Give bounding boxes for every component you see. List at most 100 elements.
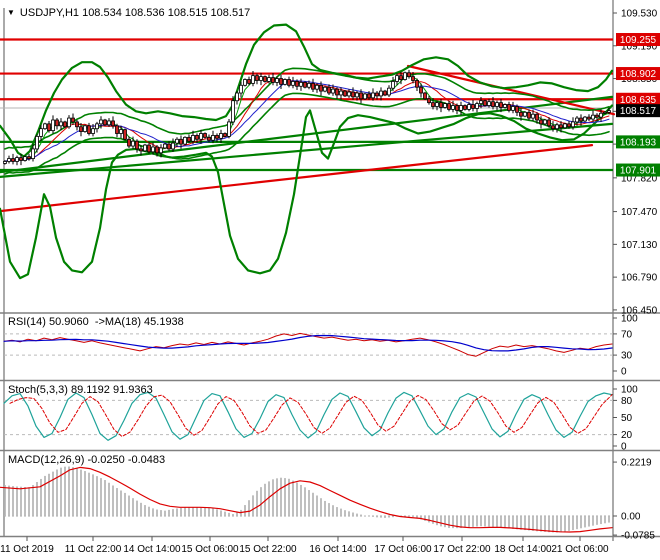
- candle-body: [115, 125, 119, 134]
- candle-body: [163, 143, 167, 149]
- candle-body: [447, 103, 451, 110]
- price-scale-area[interactable]: [613, 0, 660, 536]
- candle-body: [299, 82, 303, 87]
- candle-body: [407, 72, 411, 78]
- candle-body: [267, 77, 271, 82]
- candle-body: [327, 86, 331, 94]
- candle-body: [259, 76, 263, 81]
- candle-body: [131, 140, 135, 147]
- time-axis-label: 18 Oct 14:00: [494, 544, 552, 555]
- price-badge-label: 108.902: [620, 69, 657, 80]
- price-axis-tick-label: 106.450: [621, 305, 658, 316]
- candle-body: [167, 143, 171, 150]
- macd-indicator-label: MACD(12,26,9) -0.0250 -0.0483: [8, 454, 166, 466]
- candle-body: [439, 102, 443, 108]
- rsi-axis-label: 30: [621, 351, 633, 362]
- time-scale-area[interactable]: [0, 537, 613, 560]
- price-badge-label: 108.517: [620, 106, 657, 117]
- chart-title-text: USDJPY,H1 108.534 108.536 108.515 108.51…: [19, 7, 251, 19]
- candle-body: [471, 104, 475, 109]
- candle-body: [91, 128, 95, 134]
- candle-body: [255, 75, 259, 81]
- candle-body: [491, 101, 495, 107]
- candle-body: [563, 123, 567, 129]
- candle-body: [311, 82, 315, 90]
- time-axis-label: 15 Oct 06:00: [181, 544, 239, 555]
- price-axis-tick-label: 106.790: [621, 273, 658, 284]
- candle-body: [155, 146, 159, 154]
- candle-body: [19, 157, 23, 161]
- candle-body: [63, 121, 67, 128]
- candle-body: [535, 113, 539, 121]
- stoch-axis-label: 20: [621, 430, 633, 441]
- candle-body: [75, 121, 79, 128]
- candle-body: [171, 142, 175, 150]
- candle-body: [103, 119, 107, 126]
- candle-body: [235, 92, 239, 102]
- candle-body: [227, 121, 231, 137]
- candle-body: [207, 136, 211, 141]
- candle-body: [419, 86, 423, 94]
- rsi-indicator-label: RSI(14) 50.9060 ->MA(18) 45.1938: [8, 316, 184, 328]
- candle-body: [247, 79, 251, 84]
- candle-body: [603, 111, 607, 114]
- price-badge-label: 107.901: [620, 166, 657, 177]
- candle-body: [159, 147, 163, 154]
- candle-body: [147, 144, 151, 153]
- candle-body: [571, 121, 575, 128]
- candle-body: [79, 126, 83, 132]
- price-badge-label: 109.255: [620, 35, 657, 46]
- candle-body: [143, 144, 147, 152]
- candle-body: [111, 120, 115, 127]
- candle-body: [99, 119, 103, 125]
- candle-body: [11, 158, 15, 162]
- upper-band: [0, 23, 614, 158]
- candle-body: [479, 100, 483, 105]
- macd-axis-label: -0.0785: [621, 531, 655, 542]
- time-axis-label: 16 Oct 14:00: [309, 544, 367, 555]
- candle-body: [383, 90, 387, 96]
- candle-body: [431, 102, 435, 107]
- chart-title: ▼ USDJPY,H1 108.534 108.536 108.515 108.5…: [7, 7, 250, 19]
- rsi-axis-label: 100: [621, 314, 638, 325]
- candle-body: [519, 111, 523, 117]
- candle-body: [507, 104, 511, 111]
- candle-body: [575, 117, 579, 123]
- candle-body: [31, 148, 35, 159]
- candle-body: [51, 119, 55, 132]
- candle-body: [251, 75, 255, 84]
- candle-body: [595, 114, 599, 118]
- candle-body: [211, 135, 215, 141]
- candle-body: [391, 81, 395, 89]
- price-badge: [616, 67, 660, 81]
- candle-body: [67, 117, 71, 128]
- candle-body: [459, 105, 463, 111]
- candle-body: [475, 103, 479, 109]
- candle-body: [279, 78, 283, 85]
- rsi-ma-line: [3, 334, 613, 352]
- candle-body: [367, 93, 371, 99]
- candle-body: [203, 133, 207, 138]
- rsi-axis-label: 70: [621, 329, 633, 340]
- candle-body: [503, 104, 507, 108]
- candle-body: [399, 75, 403, 80]
- candle-body: [487, 101, 491, 106]
- candle-body: [443, 103, 447, 108]
- candle-body: [427, 98, 431, 104]
- candle-body: [231, 100, 235, 123]
- candle-body: [523, 111, 527, 117]
- candle-body: [607, 110, 611, 113]
- candle-body: [215, 135, 219, 139]
- stoch-axis-label: 100: [621, 385, 638, 396]
- candle-body: [359, 92, 363, 100]
- candle-body: [243, 79, 247, 86]
- price-badge: [616, 135, 660, 149]
- candle-body: [355, 92, 359, 98]
- price-badge: [616, 33, 660, 47]
- candle-body: [531, 113, 535, 119]
- candle-body: [291, 81, 295, 86]
- candle-body: [347, 91, 351, 97]
